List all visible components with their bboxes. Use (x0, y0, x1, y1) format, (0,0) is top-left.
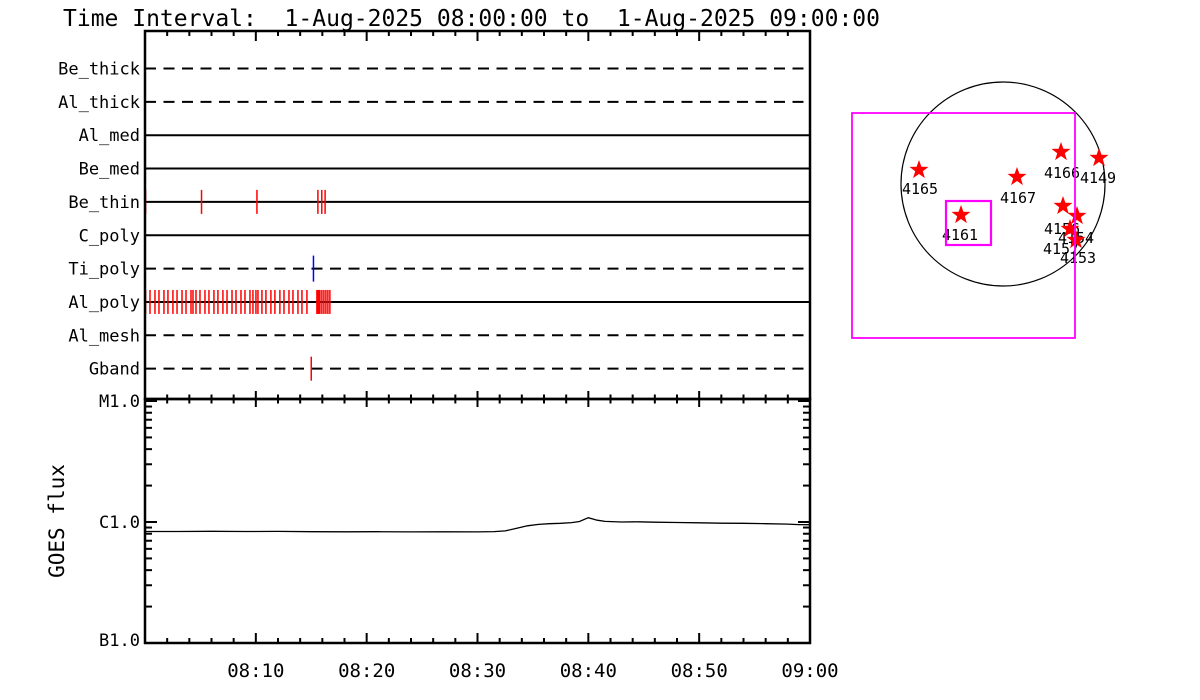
active-region-label-4165: 4165 (902, 180, 938, 198)
filter-label-C_poly: C_poly (79, 226, 140, 246)
x-tick-label: 08:20 (338, 660, 395, 682)
active-region-label-4161: 4161 (942, 226, 978, 244)
timeline-frame (143, 29, 812, 401)
filter-label-Be_thick: Be_thick (58, 60, 140, 80)
goes-ytick-label-B1: B1.0 (99, 631, 140, 651)
fov-box-target-fov-4161 (944, 199, 993, 247)
x-tick-label: 08:10 (227, 660, 284, 682)
fov-box-wide-fov (851, 112, 1076, 339)
x-tick-label: 08:50 (671, 660, 728, 682)
active-region-label-4153: 4153 (1060, 249, 1096, 267)
active-region-label-4149: 4149 (1080, 169, 1116, 187)
goes-ytick-label-C1: C1.0 (99, 513, 140, 533)
goes-ytick-label-M1: M1.0 (99, 392, 140, 412)
x-tick-label: 08:30 (449, 660, 506, 682)
plot-title: Time Interval: 1-Aug-2025 08:00:00 to 1-… (63, 6, 880, 32)
goes-frame (143, 397, 812, 645)
filter-label-Al_mesh: Al_mesh (68, 326, 140, 346)
filter-label-Al_med: Al_med (79, 126, 140, 146)
active-region-star-4161 (951, 205, 971, 224)
x-tick-label: 09:00 (781, 660, 838, 682)
filter-label-Be_med: Be_med (79, 160, 140, 180)
filter-label-Be_thin: Be_thin (68, 193, 140, 213)
solar-map: 416541664149416741614156415441574153 (851, 81, 1116, 339)
active-region-star-4167 (1007, 167, 1027, 186)
filter-label-Gband: Gband (89, 360, 140, 380)
active-region-star-4154 (1067, 206, 1087, 225)
filter-label-Ti_poly: Ti_poly (68, 260, 140, 280)
filter-label-Al_thick: Al_thick (58, 93, 140, 113)
goes-panel: M1.0 C1.0 B1.0 GOES flux 08:10 08:20 08:30… (45, 392, 839, 682)
active-region-star-4153 (1066, 230, 1086, 249)
solar-limb-circle (900, 81, 1106, 287)
goes-flux-line (145, 517, 811, 533)
active-region-star-4149 (1089, 148, 1109, 167)
x-tick-label: 08:40 (560, 660, 617, 682)
goes-axis-title: GOES flux (45, 464, 69, 578)
active-region-star-4157 (1060, 219, 1080, 238)
active-region-label-4157: 4157 (1043, 240, 1079, 258)
filter-label-Al_poly: Al_poly (68, 293, 140, 313)
active-region-label-4167: 4167 (1000, 189, 1036, 207)
filter-timeline-panel: Be_thick Al_thick Al_med Be_med Be_thin C_pol… (58, 29, 812, 407)
active-region-star-4165 (909, 160, 929, 179)
active-region-star-4166 (1051, 142, 1071, 161)
active-region-star-4156 (1053, 196, 1073, 215)
active-region-label-4166: 4166 (1044, 164, 1080, 182)
